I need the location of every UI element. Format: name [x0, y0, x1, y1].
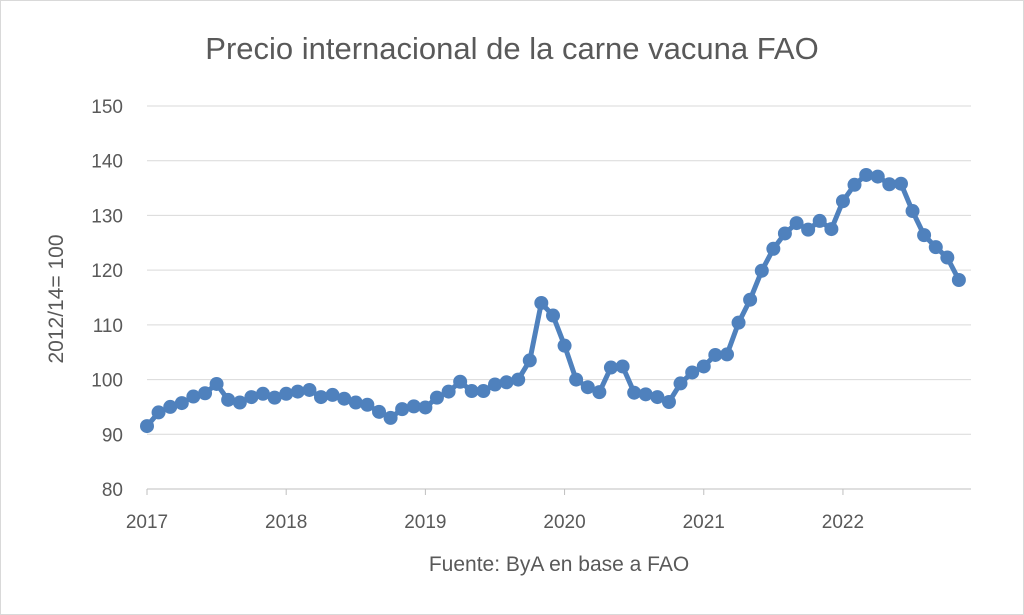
- data-point: [487, 377, 502, 392]
- data-point: [638, 387, 653, 402]
- data-point: [905, 204, 920, 219]
- data-point: [360, 397, 375, 412]
- data-point: [627, 385, 642, 400]
- data-point: [951, 272, 966, 287]
- y-tick-label: 80: [102, 480, 123, 501]
- data-point: [140, 419, 154, 434]
- data-point: [499, 375, 514, 390]
- data-point: [592, 385, 607, 400]
- data-point: [186, 389, 201, 404]
- data-point: [801, 222, 816, 237]
- data-point: [569, 372, 584, 387]
- data-point: [163, 399, 178, 414]
- x-tick-label: 2020: [543, 512, 585, 533]
- data-point: [928, 240, 943, 255]
- data-point: [325, 387, 340, 402]
- data-point: [151, 405, 166, 420]
- data-point: [453, 374, 468, 389]
- data-point: [580, 380, 595, 395]
- data-point: [766, 241, 781, 256]
- data-point: [893, 176, 908, 191]
- data-point: [418, 400, 433, 415]
- data-point: [348, 395, 363, 410]
- data-point: [476, 384, 491, 399]
- data-point: [395, 402, 410, 417]
- data-point: [743, 292, 758, 307]
- x-axis-title: Fuente: ByA en base a FAO: [429, 553, 689, 576]
- data-point: [290, 384, 305, 399]
- gridlines: [147, 105, 971, 490]
- y-axis-ticks: 80 90 100 110 120 130 140 150: [91, 97, 123, 501]
- data-point: [383, 410, 398, 425]
- data-point: [221, 392, 236, 407]
- data-point: [372, 404, 387, 419]
- x-tick-label: 2017: [126, 512, 168, 533]
- data-point: [198, 386, 213, 401]
- x-tick-label: 2022: [822, 512, 864, 533]
- data-point: [789, 216, 804, 231]
- data-point: [847, 177, 862, 192]
- y-tick-label: 150: [91, 97, 123, 118]
- data-point: [534, 295, 549, 310]
- data-point: [754, 263, 769, 278]
- data-point: [777, 226, 792, 241]
- data-point: [661, 395, 676, 410]
- data-point: [279, 386, 294, 401]
- series-line-group: [140, 167, 966, 434]
- y-tick-label: 140: [91, 152, 123, 173]
- data-point: [174, 396, 189, 411]
- y-tick-label: 90: [102, 425, 123, 446]
- y-tick-label: 130: [91, 206, 123, 227]
- data-point: [209, 376, 224, 391]
- data-point: [812, 213, 827, 228]
- data-point: [731, 315, 746, 330]
- data-point: [708, 347, 723, 362]
- data-point: [313, 390, 328, 405]
- data-point: [557, 338, 572, 353]
- data-point: [244, 390, 259, 405]
- data-point: [615, 359, 630, 374]
- data-point: [882, 177, 897, 192]
- chart-title: Precio internacional de la carne vacuna …: [205, 31, 818, 66]
- data-point: [720, 347, 735, 362]
- series-line: [144, 172, 962, 429]
- data-point: [835, 194, 850, 209]
- x-tick-label: 2018: [265, 512, 307, 533]
- data-point: [650, 390, 665, 405]
- data-point: [522, 353, 537, 368]
- data-point: [429, 390, 444, 405]
- x-tick-label: 2021: [683, 512, 725, 533]
- y-tick-label: 100: [91, 371, 123, 392]
- data-point: [917, 228, 932, 243]
- data-point: [870, 169, 885, 184]
- data-point: [406, 399, 421, 414]
- y-tick-label: 120: [91, 261, 123, 282]
- data-point: [232, 395, 247, 410]
- x-axis-ticks: 2017 2018 2019 2020 2021 2022: [126, 489, 864, 533]
- x-tick-label: 2019: [404, 512, 446, 533]
- data-point: [302, 382, 317, 397]
- data-point: [940, 250, 955, 265]
- y-axis-title: 2012/14= 100: [45, 234, 68, 363]
- data-point: [511, 372, 526, 387]
- data-point: [267, 390, 282, 405]
- data-point: [464, 384, 479, 399]
- data-point: [859, 167, 874, 182]
- data-point: [337, 391, 352, 406]
- data-point: [696, 359, 711, 374]
- data-point: [603, 360, 618, 375]
- y-tick-label: 110: [93, 316, 123, 337]
- data-point: [255, 386, 270, 401]
- data-point: [441, 384, 456, 399]
- data-point: [685, 365, 700, 380]
- data-point: [546, 308, 561, 323]
- data-point: [824, 222, 839, 237]
- data-point: [673, 376, 688, 391]
